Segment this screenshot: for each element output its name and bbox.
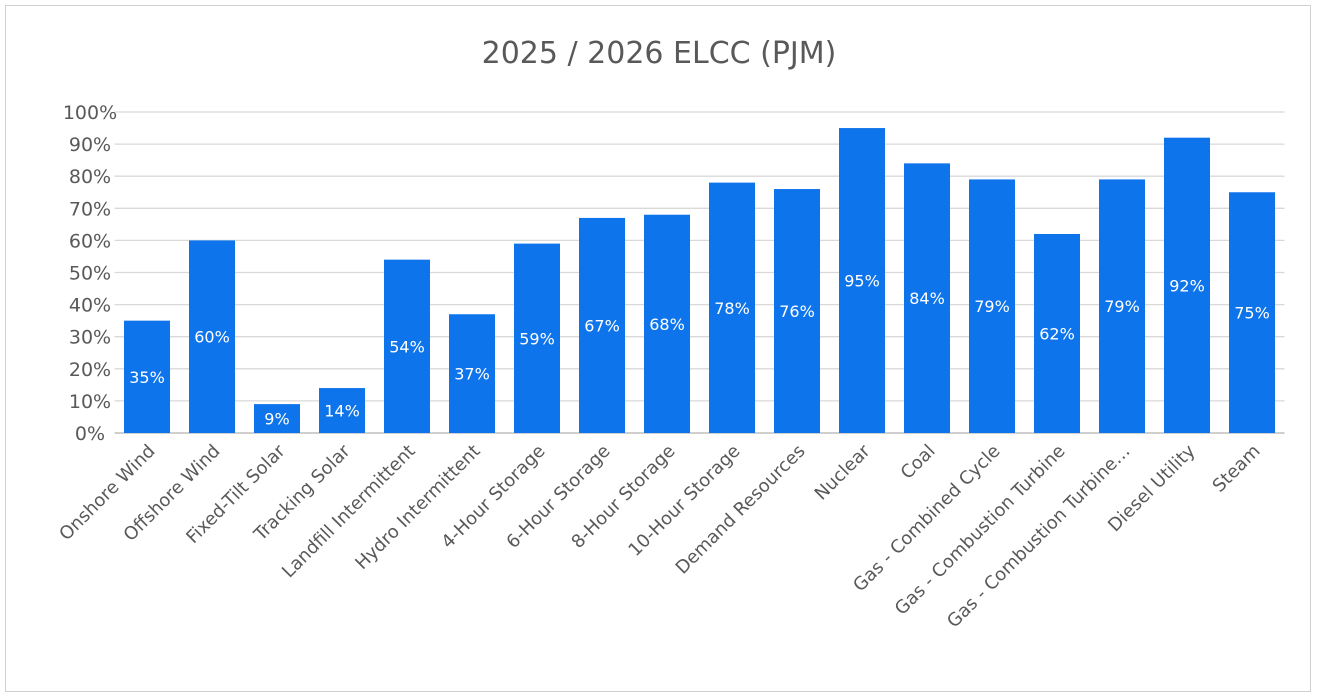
x-tick-label: Demand Resources	[672, 441, 810, 579]
data-label: 78%	[714, 299, 750, 318]
bar	[839, 128, 885, 434]
data-label: 14%	[324, 402, 360, 421]
bar	[774, 189, 820, 433]
bar	[514, 243, 560, 433]
data-label: 95%	[844, 272, 880, 291]
x-tick-label: 10-Hour Storage	[624, 441, 744, 561]
data-label: 9%	[264, 410, 289, 429]
data-label: 79%	[1104, 297, 1140, 316]
data-label: 92%	[1169, 276, 1205, 295]
y-tick-label: 50%	[69, 263, 111, 285]
data-label: 76%	[779, 302, 815, 321]
bar	[449, 314, 495, 433]
y-tick-label: 40%	[69, 295, 111, 317]
chart-frame	[5, 5, 1311, 692]
bar	[189, 240, 235, 433]
data-label: 35%	[129, 368, 165, 387]
x-tick-label: Coal	[897, 441, 940, 484]
y-tick-label: 0%	[75, 423, 105, 445]
bar	[579, 217, 625, 433]
bar	[1099, 179, 1145, 433]
data-label: 68%	[649, 315, 685, 334]
bar	[709, 182, 755, 433]
y-tick-label: 90%	[69, 134, 111, 156]
data-label: 84%	[909, 289, 945, 308]
data-label: 62%	[1039, 324, 1075, 343]
y-tick-label: 20%	[69, 359, 111, 381]
data-label: 37%	[454, 365, 490, 384]
bar	[124, 320, 170, 433]
bar	[319, 388, 365, 433]
bar	[1034, 233, 1080, 433]
bar	[969, 179, 1015, 433]
y-tick-label: 70%	[69, 198, 111, 220]
y-tick-label: 60%	[69, 230, 111, 252]
data-label: 60%	[194, 328, 230, 347]
bar	[384, 259, 430, 433]
bar	[644, 214, 690, 433]
y-tick-label: 80%	[69, 166, 111, 188]
x-tick-label: Steam	[1209, 441, 1265, 497]
chart-title: 2025 / 2026 ELCC (PJM)	[482, 36, 837, 71]
data-label: 54%	[389, 337, 425, 356]
data-label: 67%	[584, 316, 620, 335]
bar	[1229, 192, 1275, 433]
data-label: 79%	[974, 297, 1010, 316]
bar	[254, 404, 300, 433]
y-tick-label: 100%	[63, 102, 117, 124]
y-tick-label: 10%	[69, 391, 111, 413]
x-tick-label: Hydro Intermittent	[351, 441, 484, 574]
data-label: 59%	[519, 329, 555, 348]
data-label: 75%	[1234, 304, 1270, 323]
bar	[904, 163, 950, 434]
bar	[1164, 137, 1210, 433]
y-tick-label: 30%	[69, 327, 111, 349]
x-tick-label: Nuclear	[811, 440, 875, 504]
